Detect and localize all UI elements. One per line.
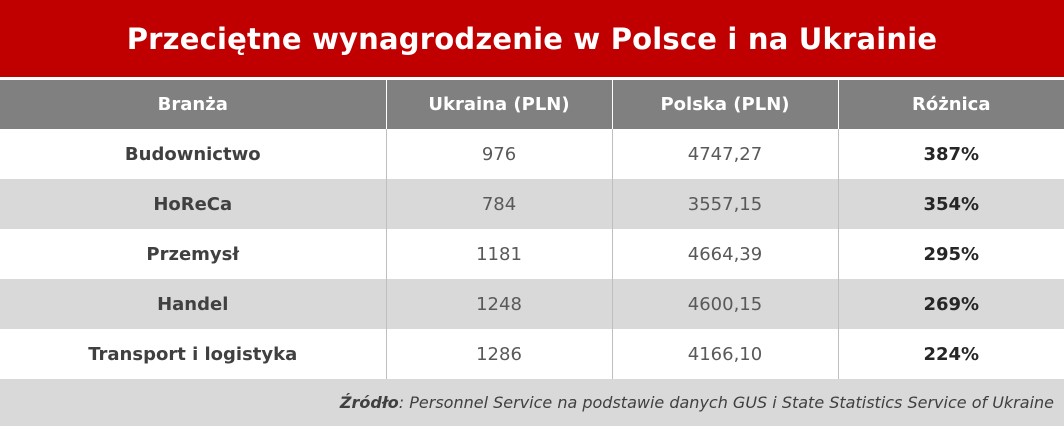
chart-title: Przeciętne wynagrodzenie w Polsce i na U…	[0, 0, 1064, 77]
row-branza: Budownictwo	[0, 129, 387, 179]
table-row: Budownictwo 976 4747,27 387%	[0, 129, 1064, 179]
row-roznica: 295%	[838, 229, 1064, 279]
row-branza: Handel	[0, 279, 387, 329]
source-text: : Personnel Service na podstawie danych …	[398, 393, 1054, 412]
table-row: Transport i logistyka 1286 4166,10 224%	[0, 329, 1064, 379]
row-ukraina: 1181	[386, 229, 613, 279]
header-ukraina: Ukraina (PLN)	[386, 80, 613, 129]
source-note: Źródło: Personnel Service na podstawie d…	[0, 379, 1064, 426]
row-roznica: 354%	[838, 179, 1064, 229]
row-ukraina: 1286	[386, 329, 613, 379]
row-ukraina: 1248	[386, 279, 613, 329]
row-branza: HoReCa	[0, 179, 387, 229]
header-row: Branża Ukraina (PLN) Polska (PLN) Różnic…	[0, 80, 1064, 129]
row-polska: 3557,15	[612, 179, 839, 229]
title-divider	[0, 77, 1064, 80]
row-branza: Przemysł	[0, 229, 387, 279]
row-ukraina: 976	[386, 129, 613, 179]
source-label: Źródło	[339, 393, 399, 412]
row-polska: 4747,27	[612, 129, 839, 179]
row-polska: 4664,39	[612, 229, 839, 279]
table-row: Przemysł 1181 4664,39 295%	[0, 229, 1064, 279]
header-polska: Polska (PLN)	[612, 80, 839, 129]
table-row: HoReCa 784 3557,15 354%	[0, 179, 1064, 229]
table-row: Handel 1248 4600,15 269%	[0, 279, 1064, 329]
header-branza: Branża	[0, 80, 387, 129]
wage-table: Branża Ukraina (PLN) Polska (PLN) Różnic…	[0, 80, 1064, 379]
row-roznica: 387%	[838, 129, 1064, 179]
row-polska: 4600,15	[612, 279, 839, 329]
row-branza: Transport i logistyka	[0, 329, 387, 379]
row-roznica: 269%	[838, 279, 1064, 329]
row-ukraina: 784	[386, 179, 613, 229]
row-roznica: 224%	[838, 329, 1064, 379]
header-roznica: Różnica	[838, 80, 1064, 129]
row-polska: 4166,10	[612, 329, 839, 379]
